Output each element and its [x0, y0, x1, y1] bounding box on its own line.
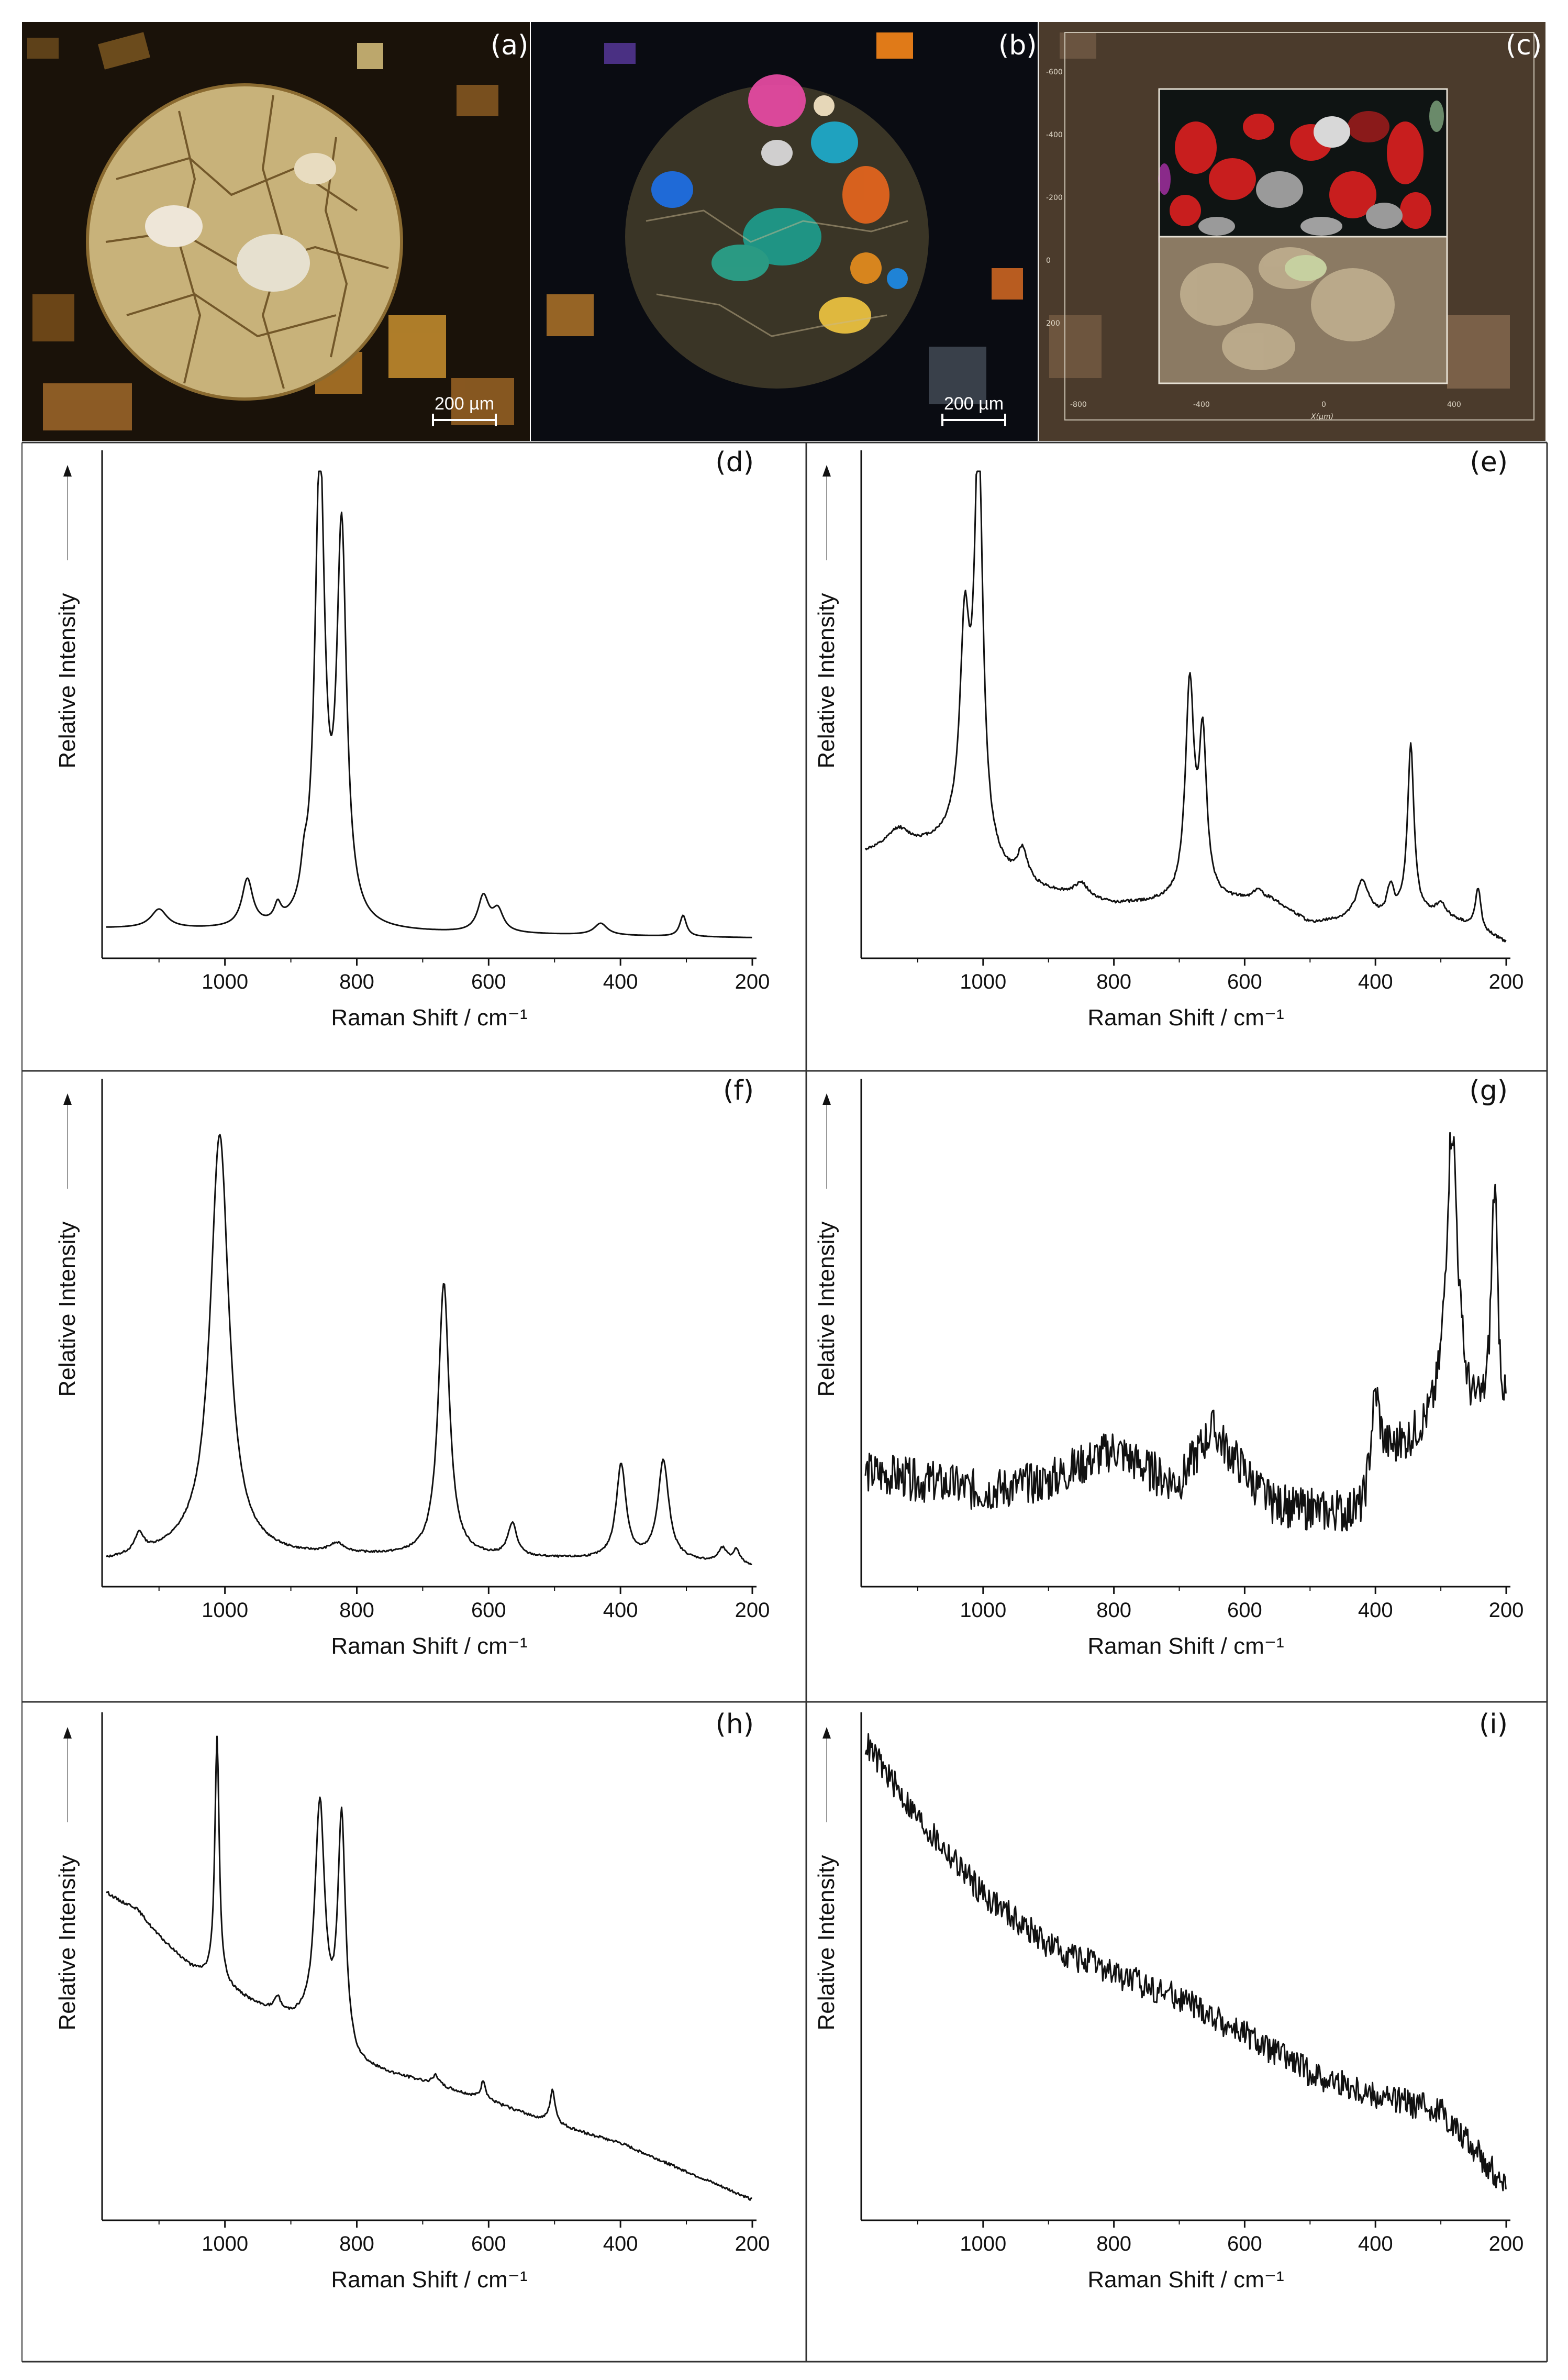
x-tick-label: 800	[339, 970, 374, 993]
micrograph-b-label: (b)	[998, 30, 1037, 61]
micrograph-b-image: (b) 200 µm	[531, 22, 1038, 441]
map-y-tick-1: -600	[1046, 68, 1063, 76]
map-y-tick-4: 0	[1046, 257, 1051, 265]
map-x-tick-1: -800	[1070, 401, 1087, 409]
chart-h: 1000 800 600 400 200 Raman Shift / cm⁻¹ Relati…	[54, 1709, 770, 2293]
micrograph-c-image: -600 -400 -200 0 200 -800 -400 0 400 X(µ…	[1039, 22, 1545, 441]
x-tick-label: 600	[471, 2232, 506, 2255]
y-arrow-head	[822, 1727, 831, 1739]
panel-label: (f)	[723, 1075, 754, 1106]
micrograph-c-label: (c)	[1506, 30, 1542, 61]
micrograph-b: (b) 200 µm	[531, 22, 1038, 441]
y-axis-label: Relative Intensity	[54, 593, 80, 768]
map-x-axis-label: X(µm)	[1310, 413, 1333, 421]
map-x-tick-3: 0	[1321, 401, 1326, 409]
x-tick-label: 400	[603, 970, 638, 993]
x-tick-label: 200	[735, 1599, 770, 1622]
x-tick-label: 800	[339, 1599, 374, 1622]
chart-i: 1000 800 600 400 200 Raman Shift / cm⁻¹ Relati…	[814, 1709, 1523, 2293]
x-axis-label: Raman Shift / cm⁻¹	[331, 1633, 527, 1659]
micrograph-a-label: (a)	[491, 30, 528, 61]
spectrum-line	[106, 1134, 752, 1565]
panel-label: (g)	[1469, 1075, 1508, 1106]
micrograph-a: (a) 200 µm	[22, 22, 530, 441]
x-tick-label: 800	[1096, 2232, 1131, 2255]
scale-bar-a: 200 µm	[435, 394, 494, 414]
panel-label: (d)	[715, 447, 754, 478]
x-tick-label: 600	[471, 1599, 506, 1622]
y-axis-label: Relative Intensity	[54, 1221, 80, 1397]
scale-bar-b: 200 µm	[944, 394, 1004, 414]
x-tick-label: 400	[603, 2232, 638, 2255]
x-tick-label: 200	[1489, 1599, 1524, 1622]
spectrum-line	[106, 1735, 752, 2201]
chart-d: 1000 800 600 400 200 Raman Shift / cm⁻¹ Relati…	[54, 447, 770, 1031]
x-axis-label: Raman Shift / cm⁻¹	[1087, 2267, 1284, 2293]
map-y-tick-5: 200	[1046, 319, 1060, 328]
charts-layer: 1000 800 600 400 200 Raman Shift / cm⁻¹ Relati…	[54, 447, 1523, 2293]
x-tick-label: 600	[1227, 1599, 1262, 1622]
panel-label: (h)	[715, 1709, 754, 1740]
micrograph-c: -600 -400 -200 0 200 -800 -400 0 400 X(µ…	[1039, 22, 1545, 441]
x-tick-label: 200	[1489, 2232, 1524, 2255]
x-axis-label: Raman Shift / cm⁻¹	[1087, 1005, 1284, 1031]
x-tick-label: 400	[603, 1599, 638, 1622]
map-x-tick-4: 400	[1447, 401, 1461, 409]
x-tick-label: 1000	[960, 970, 1006, 993]
spectrum-line	[864, 1132, 1507, 1532]
x-tick-label: 400	[1358, 1599, 1393, 1622]
x-axis-label: Raman Shift / cm⁻¹	[331, 1005, 527, 1031]
y-arrow-head	[822, 1093, 831, 1105]
chart-f: 1000 800 600 400 200 Raman Shift / cm⁻¹ Relati…	[54, 1075, 770, 1659]
y-arrow-head	[63, 1727, 72, 1739]
x-tick-label: 600	[471, 970, 506, 993]
x-tick-label: 1000	[202, 1599, 248, 1622]
y-axis-label: Relative Intensity	[814, 1855, 839, 2030]
x-tick-label: 200	[735, 970, 770, 993]
spectrum-line	[864, 470, 1507, 943]
x-tick-label: 1000	[960, 2232, 1006, 2255]
x-tick-label: 400	[1358, 970, 1393, 993]
x-tick-label: 200	[735, 2232, 770, 2255]
y-axis-label: Relative Intensity	[814, 593, 839, 768]
x-tick-label: 800	[1096, 1599, 1131, 1622]
x-tick-label: 1000	[202, 2232, 248, 2255]
y-axis-label: Relative Intensity	[814, 1221, 839, 1397]
panel-label: (i)	[1479, 1709, 1508, 1740]
chart-e: 1000 800 600 400 200 Raman Shift / cm⁻¹ Relati…	[814, 447, 1523, 1031]
micrograph-row: (a) 200 µm	[22, 22, 1545, 441]
x-tick-label: 400	[1358, 2232, 1393, 2255]
y-axis-label: Relative Intensity	[54, 1855, 80, 2030]
y-arrow-head	[63, 465, 72, 477]
x-tick-label: 600	[1227, 970, 1262, 993]
spectrum-line	[864, 1733, 1507, 2191]
map-y-tick-2: -400	[1046, 131, 1063, 139]
x-tick-label: 600	[1227, 2232, 1262, 2255]
spectrum-line	[106, 470, 752, 938]
x-tick-label: 1000	[960, 1599, 1006, 1622]
map-x-tick-2: -400	[1193, 401, 1210, 409]
micrograph-a-image: (a) 200 µm	[22, 22, 530, 441]
y-arrow-head	[63, 1093, 72, 1105]
panel-label: (e)	[1470, 447, 1508, 478]
x-tick-label: 1000	[202, 970, 248, 993]
x-axis-label: Raman Shift / cm⁻¹	[331, 2267, 527, 2293]
x-tick-label: 800	[1096, 970, 1131, 993]
map-y-tick-3: -200	[1046, 194, 1063, 202]
x-tick-label: 800	[339, 2232, 374, 2255]
chart-g: 1000 800 600 400 200 Raman Shift / cm⁻¹ Relati…	[814, 1075, 1523, 1659]
x-axis-label: Raman Shift / cm⁻¹	[1087, 1633, 1284, 1659]
x-tick-label: 200	[1489, 970, 1524, 993]
y-arrow-head	[822, 465, 831, 477]
